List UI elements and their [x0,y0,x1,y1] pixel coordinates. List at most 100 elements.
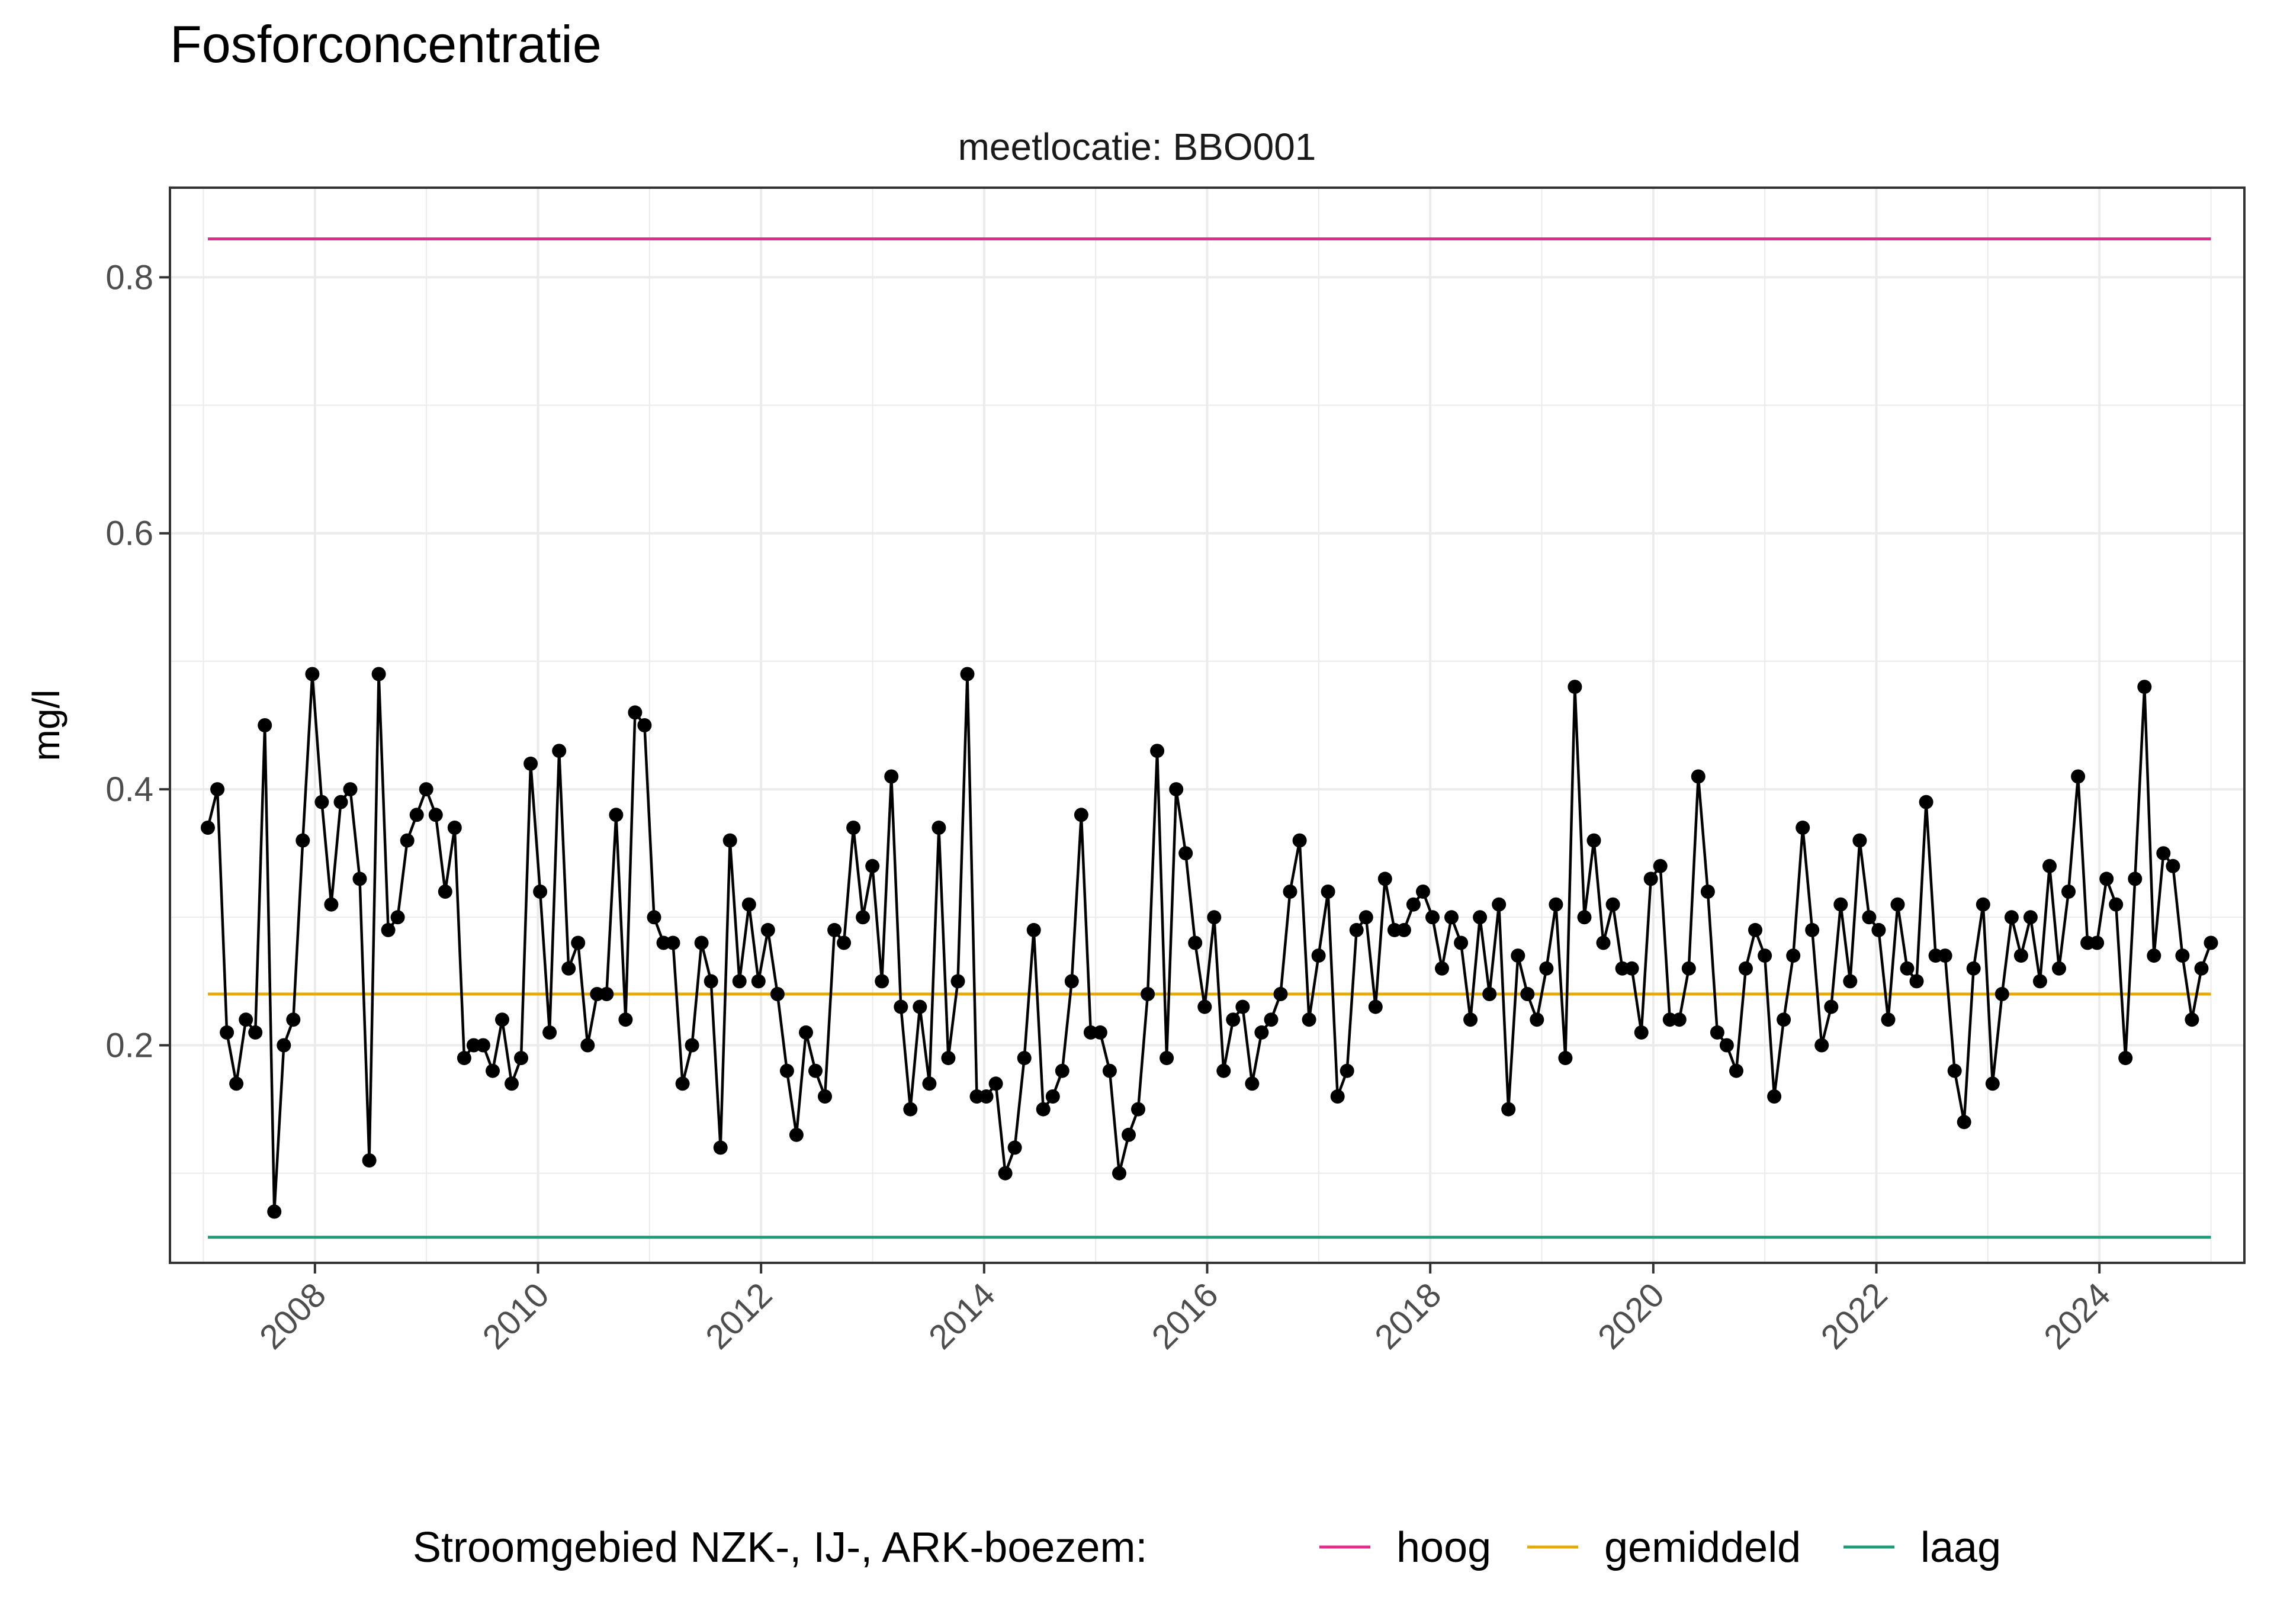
data-point [438,885,452,899]
data-point [2099,872,2114,886]
data-point [1539,961,1554,976]
data-point [1843,974,1858,989]
data-point [647,910,661,925]
data-point [1340,1063,1354,1078]
data-point [884,769,899,784]
data-point [1909,974,1924,989]
facet-label: meetlocatie: BBO001 [958,126,1316,168]
legend-label-hoog: hoog [1396,1524,1491,1571]
data-point [1814,1038,1829,1053]
data-point [1131,1102,1145,1117]
data-point [1435,961,1449,976]
data-point [1881,1012,1896,1027]
data-point [704,974,718,989]
data-point [428,808,443,822]
data-point [1178,846,1193,861]
data-point [1482,987,1497,1001]
legend-label-gemiddeld: gemiddeld [1604,1524,1801,1571]
data-point [1292,833,1307,848]
data-point [1966,961,1981,976]
data-point [1064,974,1079,989]
data-point [571,935,586,950]
data-point [666,935,680,950]
data-point [419,782,433,797]
y-tick-label: 0.8 [105,258,153,297]
data-point [352,872,367,886]
data-point [523,756,538,771]
data-point [1824,999,1839,1014]
data-point [675,1076,690,1091]
data-point [495,1012,509,1027]
data-point [1406,897,1421,912]
data-point [779,1063,794,1078]
data-point [1463,1012,1478,1027]
data-point [286,1012,301,1027]
data-point [1700,885,1715,899]
data-point [2166,858,2180,873]
legend-label-laag: laag [1920,1524,2001,1571]
data-point [1026,922,1041,937]
data-point [2185,1012,2199,1027]
data-point [2013,948,2028,963]
data-point [979,1089,994,1104]
data-point [1416,885,1430,899]
x-tick-label: 2012 [698,1275,779,1356]
data-point [618,1012,633,1027]
data-point [1719,1038,1734,1053]
x-tick-label: 2022 [1813,1275,1894,1356]
data-point [1530,1012,1544,1027]
data-point [2109,897,2124,912]
data-point [1710,1025,1724,1040]
data-point [827,922,842,937]
data-point [1197,999,1212,1014]
data-point [1729,1063,1743,1078]
data-point [1321,885,1335,899]
data-point [239,1012,253,1027]
chart-title: Fosforconcentratie [170,15,602,73]
data-point [1634,1025,1649,1040]
data-point [1074,808,1088,822]
data-point [1036,1102,1051,1117]
data-point [628,705,643,720]
data-point [609,808,624,822]
data-point [1938,948,1952,963]
data-point [903,1102,918,1117]
data-point [1890,897,1905,912]
data-point [1862,910,1877,925]
data-point [1796,821,1810,835]
data-point [1358,910,1373,925]
data-point [1558,1051,1573,1066]
y-tick-label: 0.4 [105,770,153,809]
data-point [2156,846,2171,861]
data-point [277,1038,291,1053]
data-point [1302,1012,1316,1027]
data-point [1454,935,1469,950]
data-point [1957,1115,1971,1130]
data-point [1605,897,1620,912]
data-point [1207,910,1222,925]
data-point [305,667,320,681]
data-point [505,1076,519,1091]
data-point [932,821,946,835]
data-point [1330,1089,1345,1104]
data-point [1045,1089,1060,1104]
data-point [846,821,861,835]
data-point [1444,910,1459,925]
data-point [1273,987,1288,1001]
data-point [1473,910,1488,925]
data-point [542,1025,557,1040]
data-point [400,833,415,848]
data-point [1169,782,1184,797]
x-axis: 2008 2010 2012 2014 2016 2018 2020 2022 2024 [252,1263,2118,1356]
data-point [770,987,785,1001]
data-point [267,1204,282,1219]
data-point [1833,897,1848,912]
data-point [201,821,215,835]
data-point [2004,910,2019,925]
data-point [1311,948,1326,963]
data-point [514,1051,528,1066]
data-point [1994,987,2009,1001]
data-point [1122,1127,1136,1142]
data-point [1511,948,1525,963]
